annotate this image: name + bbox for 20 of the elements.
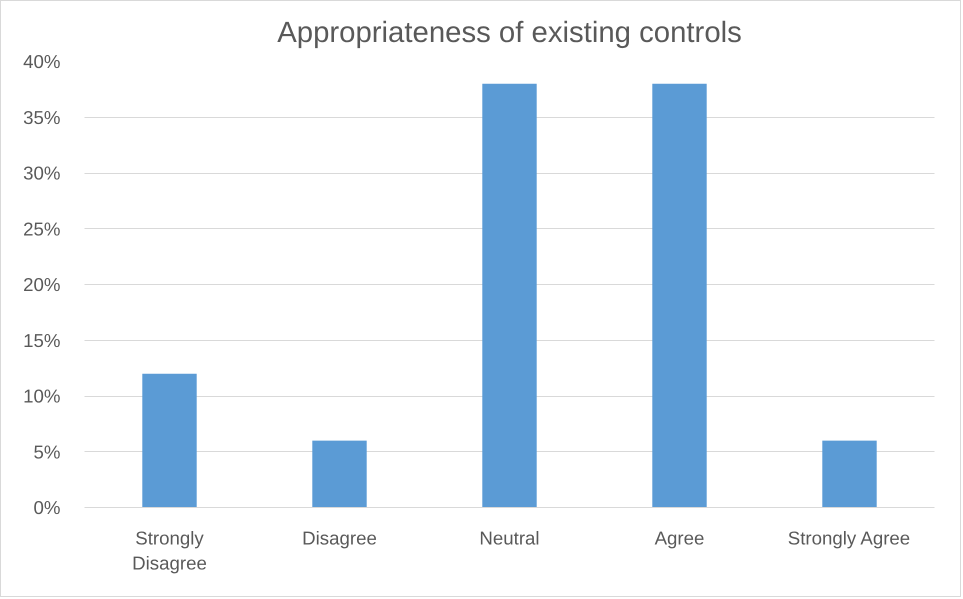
y-tick-label: 25% (23, 218, 61, 240)
y-tick-label: 35% (23, 106, 61, 128)
x-tick-label: Agree (654, 528, 704, 548)
x-tick-label: Strongly Agree (788, 528, 910, 548)
y-tick-label: 40% (23, 51, 61, 72)
chart-title: Appropriateness of existing controls (277, 16, 742, 49)
y-tick-label: 0% (34, 497, 61, 518)
y-tick-label: 15% (23, 330, 61, 351)
y-tick-label: 5% (34, 441, 61, 462)
y-tick-label: 30% (23, 162, 61, 184)
bar (652, 84, 707, 508)
y-tick-label: 20% (23, 274, 61, 295)
bar (142, 374, 197, 508)
bar (822, 440, 877, 508)
y-tick-label: 10% (23, 386, 61, 406)
bar (312, 440, 367, 508)
bar (482, 84, 537, 508)
x-tick-label: Neutral (479, 528, 540, 548)
x-tick-label: Disagree (302, 528, 377, 548)
x-tick-label: Strongly Disagree (132, 528, 207, 574)
